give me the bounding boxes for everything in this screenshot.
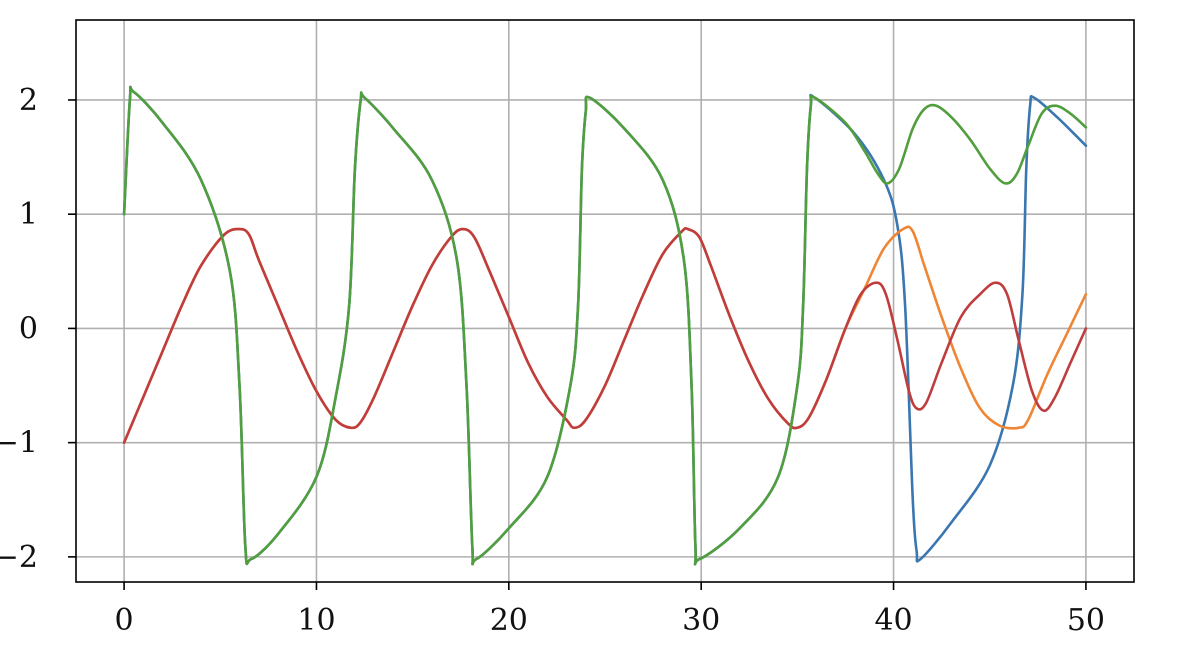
y-tick-label: −1 <box>0 426 38 461</box>
series-line-2 <box>122 225 1088 444</box>
x-axis: 0 10 20 30 40 50 <box>115 582 1105 638</box>
x-tick-label: 10 <box>297 603 335 638</box>
y-tick-label: 2 <box>19 83 38 118</box>
x-tick-label: 50 <box>1067 603 1105 638</box>
x-tick-label: 30 <box>682 603 720 638</box>
x-tick-label: 0 <box>115 603 134 638</box>
y-tick-label: −2 <box>0 540 38 575</box>
y-tick-label: 1 <box>19 197 38 232</box>
plot-frame <box>75 19 1135 583</box>
x-tick-label: 20 <box>490 603 528 638</box>
y-axis: −2 −1 0 1 2 <box>0 83 76 575</box>
y-tick-label: 0 <box>19 311 38 346</box>
x-tick-label: 40 <box>874 603 912 638</box>
series-line-4 <box>122 85 1088 566</box>
grid <box>76 20 1134 582</box>
series-line-3 <box>122 226 1088 444</box>
series-line-1 <box>122 85 1088 566</box>
series-group <box>122 85 1088 566</box>
